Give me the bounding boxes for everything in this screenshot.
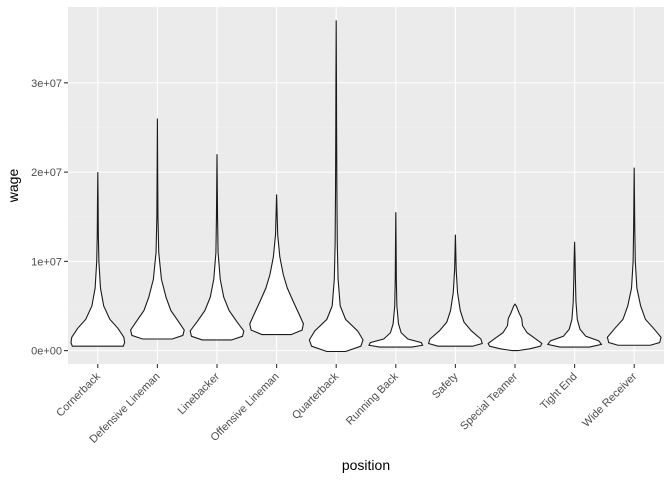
violin-safety [427,234,483,347]
x-tick-label: Safety [430,370,461,401]
x-tick-label: Cornerback [54,370,103,419]
violin-defensive-lineman [129,118,185,340]
violin-offensive-lineman [249,194,304,336]
y-axis-title: wage [5,169,21,204]
x-axis-title: position [342,457,390,473]
violin-wide-receiver [606,167,662,346]
x-tick-label: Wide Receiver [580,370,639,429]
x-tick-label: Special Teamer [458,370,520,432]
y-tick-label: 3e+07 [31,78,62,90]
y-axis-ticks: 0e+00 1e+07 2e+07 3e+07 [31,78,68,358]
violin-cornerback [70,172,126,347]
x-tick-label: Running Back [344,370,401,427]
x-tick-label: Tight End [538,371,579,412]
y-tick-label: 0e+00 [31,346,62,358]
violin-running-back [368,212,424,348]
violin-quarterback [308,20,364,353]
x-tick-label: Quarterback [290,370,342,422]
violin-special-teamer [487,303,543,352]
y-tick-label: 2e+07 [31,167,62,179]
violins [70,20,662,353]
y-tick-label: 1e+07 [31,256,62,268]
x-tick-label: Linebacker [176,370,223,417]
violin-tight-end [546,241,603,348]
violin-linebacker [189,154,245,341]
